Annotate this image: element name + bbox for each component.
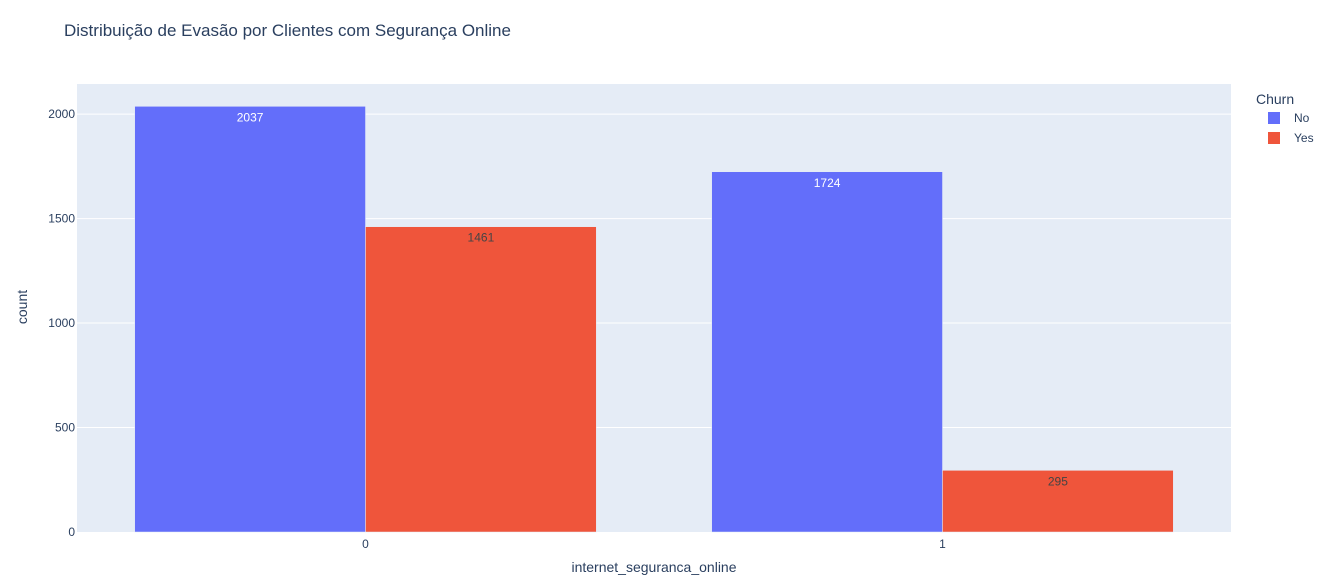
x-tick-label: 1 (939, 537, 946, 551)
legend-title: Churn (1256, 91, 1294, 107)
chart-title: Distribuição de Evasão por Clientes com … (64, 21, 511, 40)
legend-swatch (1268, 112, 1280, 124)
bar-value-label: 1724 (814, 176, 841, 190)
bar-yes-0[interactable] (365, 226, 597, 533)
legend-swatch (1268, 132, 1280, 144)
bars (134, 106, 1174, 533)
bar-no-0[interactable] (134, 106, 366, 533)
y-tick-label: 2000 (48, 107, 75, 121)
y-tick-label: 1000 (48, 316, 75, 330)
y-tick-label: 0 (68, 525, 75, 539)
bar-yes-1[interactable] (942, 470, 1174, 533)
y-axis-ticks: 0 500 1000 1500 2000 (48, 107, 75, 539)
x-tick-label: 0 (362, 537, 369, 551)
bar-value-label: 295 (1048, 474, 1068, 488)
y-tick-label: 500 (55, 421, 75, 435)
x-axis-title: internet_seguranca_online (571, 559, 736, 575)
y-tick-label: 1500 (48, 212, 75, 226)
bar-value-label: 1461 (468, 231, 495, 245)
legend-label: No (1294, 111, 1310, 125)
bar-labels: 2037 1461 1724 295 (237, 110, 1068, 488)
legend-item-no[interactable]: No (1268, 111, 1310, 125)
legend[interactable]: Churn No Yes (1256, 91, 1314, 145)
legend-item-yes[interactable]: Yes (1268, 131, 1314, 145)
bar-value-label: 2037 (237, 110, 264, 124)
y-axis-title: count (14, 290, 30, 324)
legend-items[interactable]: No Yes (1268, 111, 1314, 145)
legend-label: Yes (1294, 131, 1314, 145)
bar-no-1[interactable] (711, 171, 943, 533)
